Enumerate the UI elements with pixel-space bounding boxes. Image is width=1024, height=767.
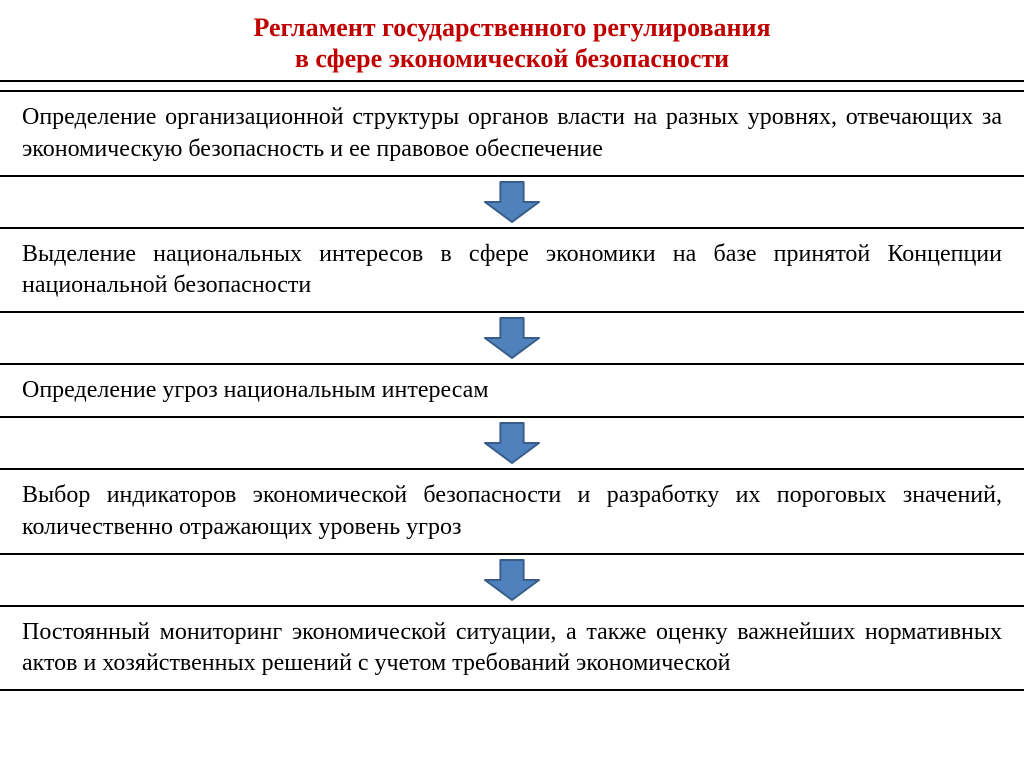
flow-step: Постоянный мониторинг экономической ситу… — [0, 605, 1024, 691]
flow-step: Определение угроз национальным интересам — [0, 363, 1024, 418]
diagram-title: Регламент государственного регулирования… — [0, 12, 1024, 74]
arrow-down-icon — [0, 555, 1024, 605]
flow-step: Выбор индикаторов экономической безопасн… — [0, 468, 1024, 554]
arrow-down-icon — [0, 313, 1024, 363]
flow-step: Определение организационной структуры ор… — [0, 90, 1024, 176]
title-line-1: Регламент государственного регулирования — [0, 12, 1024, 43]
title-underline — [0, 80, 1024, 82]
flow-step: Выделение национальных интересов в сфере… — [0, 227, 1024, 313]
flow-steps: Определение организационной структуры ор… — [0, 90, 1024, 691]
title-line-2: в сфере экономической безопасности — [0, 43, 1024, 74]
diagram-container: Регламент государственного регулирования… — [0, 0, 1024, 691]
arrow-down-icon — [0, 177, 1024, 227]
arrow-down-icon — [0, 418, 1024, 468]
